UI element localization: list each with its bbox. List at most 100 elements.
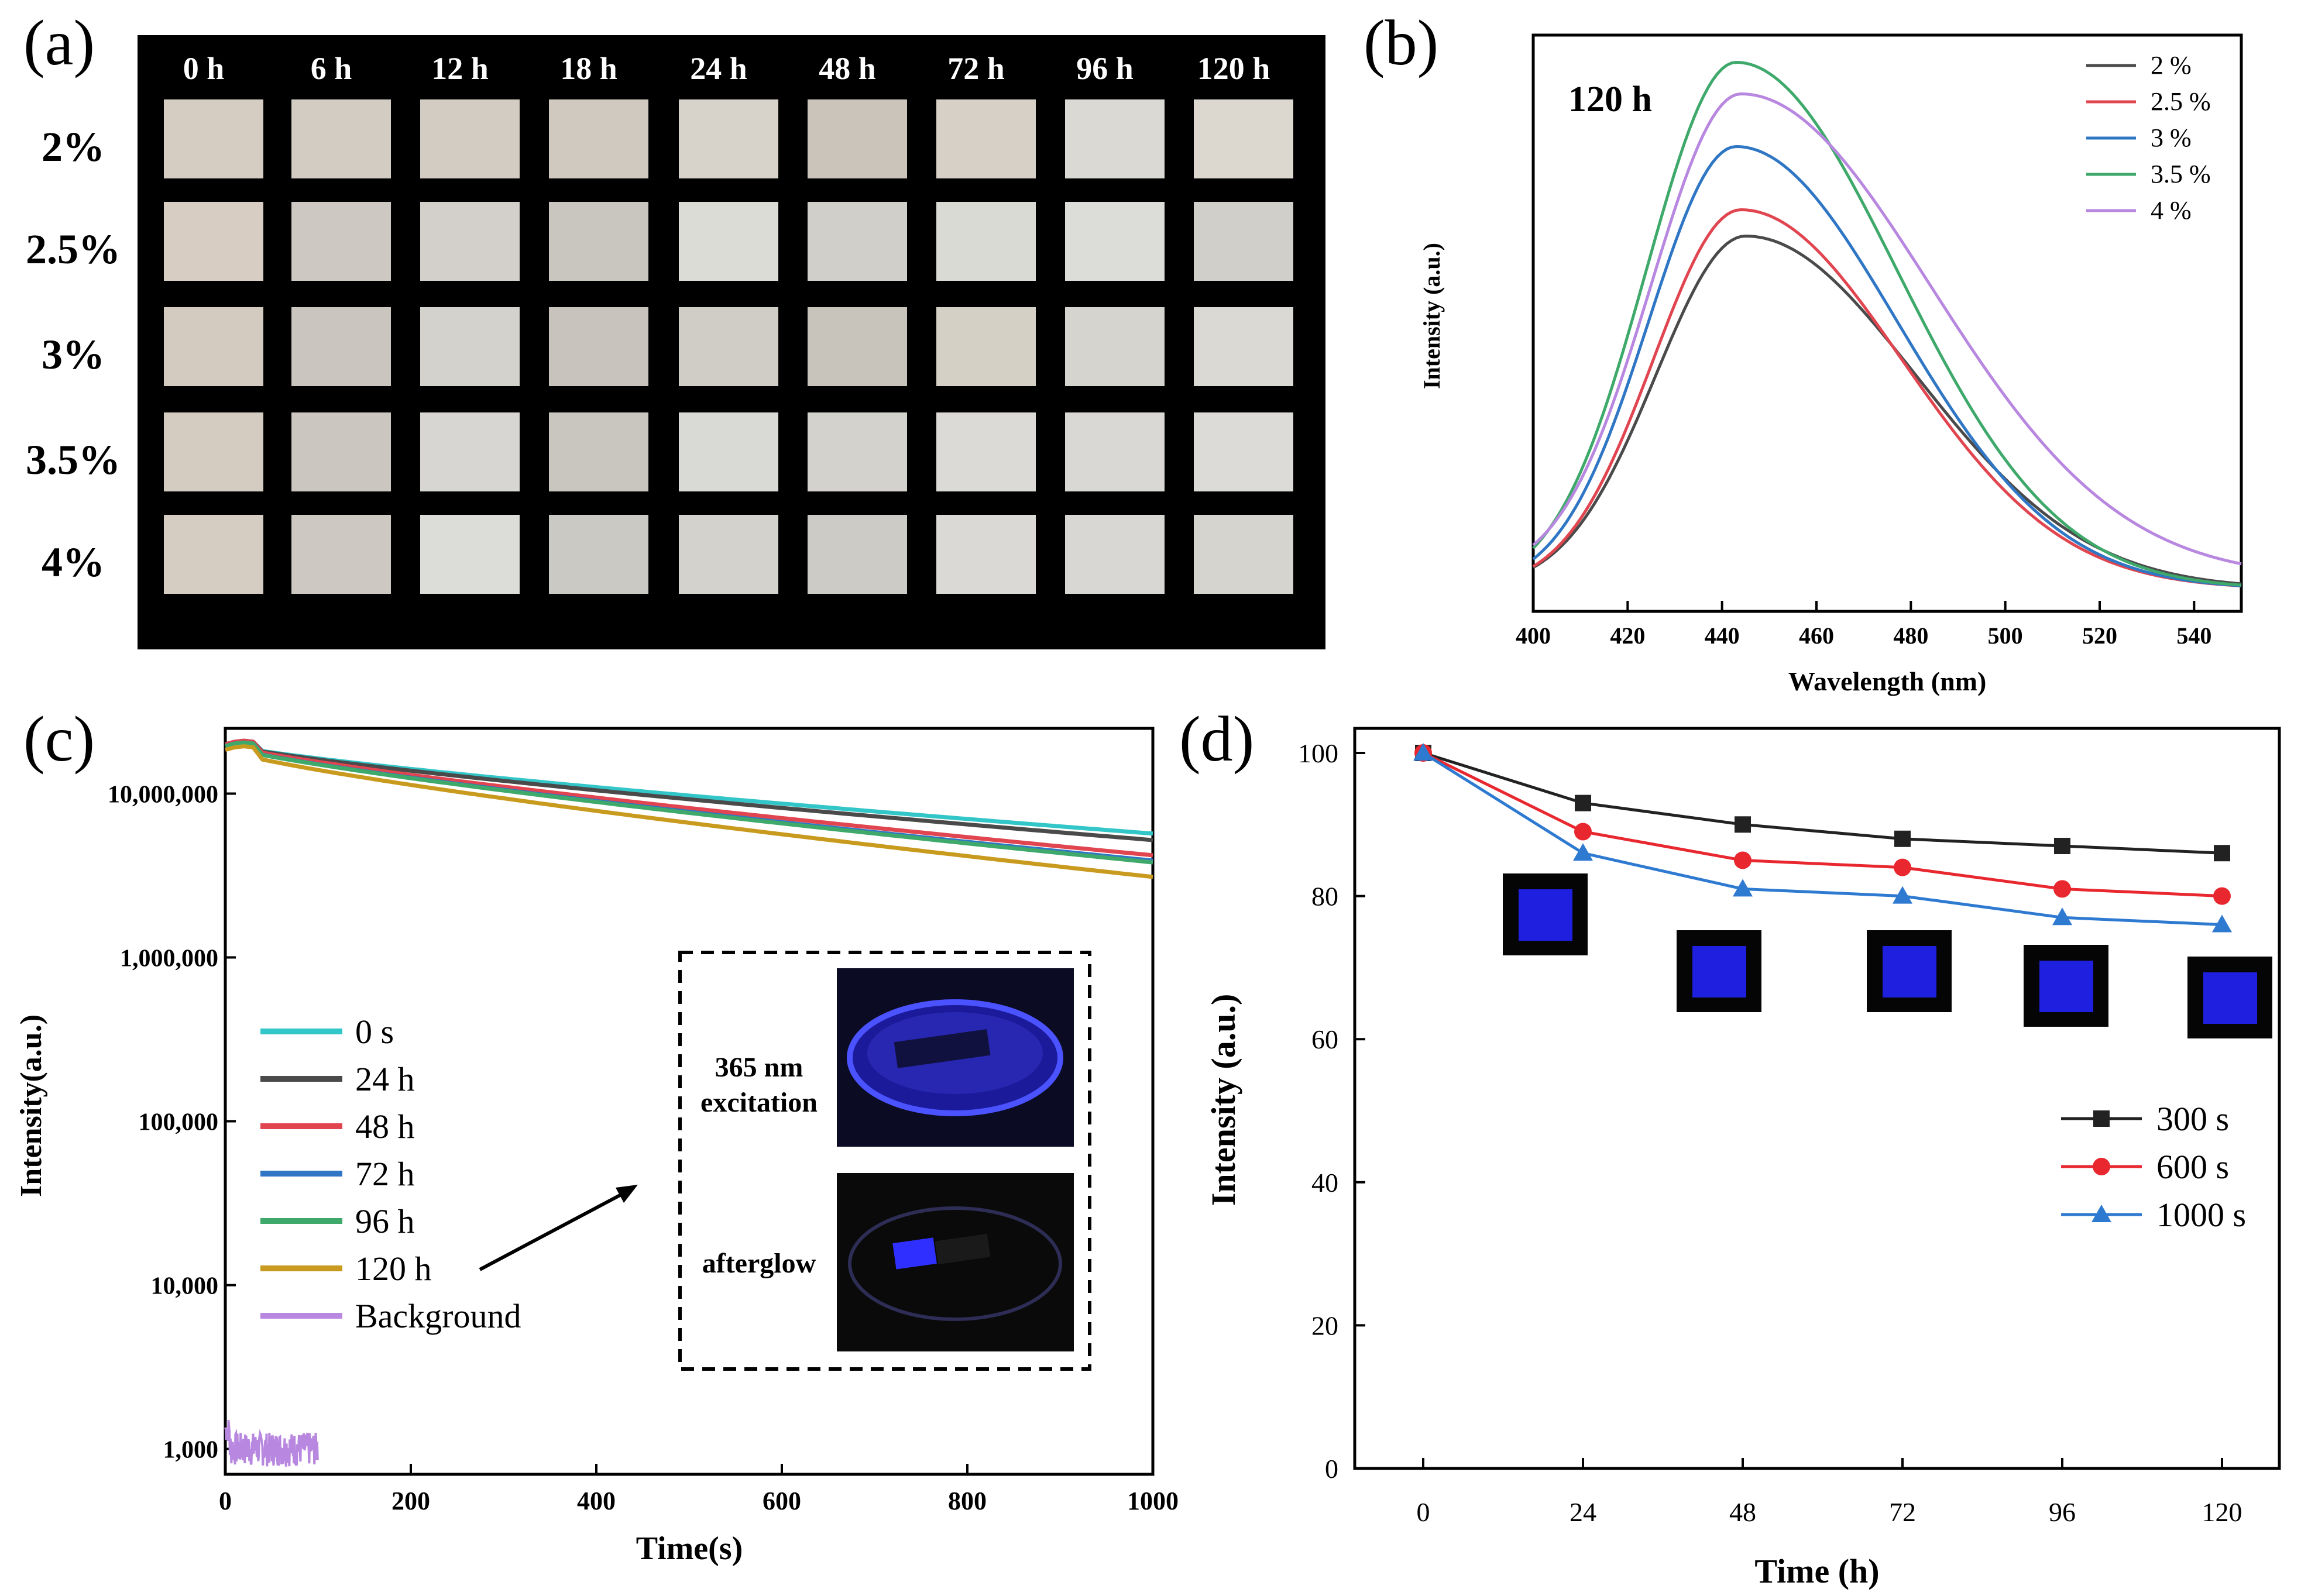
sample-photo-cell [420, 99, 520, 178]
x-tick-label: 200 [391, 1487, 430, 1515]
data-point-triangle [1573, 843, 1593, 861]
spectrum-line [1532, 208, 2242, 587]
sample-photo-cell [1194, 412, 1293, 491]
column-header: 24 h [690, 51, 747, 86]
data-point-square [1735, 816, 1751, 833]
column-header: 120 h [1197, 51, 1270, 86]
series-line [1422, 751, 2223, 926]
y-tick-label: 10,000 [151, 1273, 219, 1300]
legend-marker [2091, 1205, 2111, 1222]
x-tick-label: 120 [2202, 1497, 2242, 1527]
sample-image-blue [1883, 946, 1936, 998]
x-tick-label: 0 [219, 1487, 232, 1515]
column-header: 96 h [1076, 51, 1134, 86]
sample-photo-cell [936, 412, 1036, 491]
spectrum-line [1532, 145, 2242, 587]
data-point-square [1575, 794, 1591, 811]
sample-photo-cell [1065, 202, 1165, 281]
x-tick-label: 400 [577, 1487, 616, 1515]
sample-photo-cell [549, 202, 648, 281]
data-point-circle [1574, 823, 1592, 841]
row-header: 3% [42, 331, 105, 378]
column-header: 0 h [183, 51, 225, 86]
legend-label: 24 h [355, 1060, 415, 1098]
x-tick-label: 520 [2082, 622, 2117, 649]
pointer-arrowhead [616, 1185, 638, 1203]
data-point-circle [1894, 858, 1911, 876]
legend-label: 4 % [2151, 196, 2192, 225]
y-axis-label: Intensity(a.u.) [15, 1014, 48, 1197]
x-tick-label: 460 [1799, 622, 1834, 649]
legend-label: Background [355, 1297, 521, 1335]
x-tick-label: 0 [1417, 1497, 1430, 1527]
legend-label: 2.5 % [2151, 87, 2211, 116]
panel-label-c: (c) [23, 703, 95, 775]
x-tick-label: 540 [2176, 622, 2211, 649]
sample-photo-cell [679, 99, 778, 178]
sample-image-blue [2203, 972, 2257, 1024]
inset-photos: 365 nm excitation afterglow [678, 951, 1091, 1371]
sample-photo-cell [808, 412, 907, 491]
sample-image-blue [1519, 889, 1572, 941]
inset-label-365: 365 nm [715, 1052, 803, 1083]
y-tick-label: 1,000 [163, 1437, 219, 1464]
y-tick-label: 10,000,000 [108, 781, 218, 808]
sample-photo-cell [936, 307, 1036, 386]
sample-photo-cell [164, 515, 263, 594]
panel-d-intensity-retention: 0 24 48 72 96 120 0 20 40 60 80 100 300 s 600 s 1000 … [1204, 727, 2281, 1590]
legend-label: 3.5 % [2151, 160, 2211, 188]
series-line [1423, 751, 2223, 855]
sample-photo-cell [549, 515, 648, 594]
column-header: 48 h [819, 51, 876, 86]
sample-photo-cell [291, 307, 391, 386]
data-point-square [2054, 837, 2070, 854]
spectrum-line [1532, 92, 2242, 566]
legend-label: 96 h [355, 1202, 415, 1240]
y-tick-label: 80 [1311, 882, 1338, 911]
column-header: 18 h [560, 51, 617, 86]
sample-photo-cell [1065, 412, 1165, 491]
sample-photo-cell [808, 307, 907, 386]
y-tick-label: 0 [1325, 1454, 1338, 1484]
x-axis-label: Time (h) [1754, 1552, 1879, 1590]
sample-photo-cell [420, 307, 520, 386]
data-point-circle [2213, 887, 2231, 905]
background-noise-line [224, 1420, 320, 1467]
y-tick-label: 40 [1311, 1168, 1338, 1198]
x-tick-label: 48 [1729, 1497, 1756, 1527]
sample-photo-cell [549, 307, 648, 386]
sample-photo-cell [291, 515, 391, 594]
panel-label-d: (d) [1179, 703, 1254, 775]
sample-photo-cell [679, 307, 778, 386]
sample-strip [935, 1233, 991, 1265]
y-tick-label: 100 [1298, 738, 1338, 768]
sample-photo-cell [808, 202, 907, 281]
data-point-triangle [1893, 886, 1912, 904]
sample-photo-cell [164, 202, 263, 281]
x-axis-label: Wavelength (nm) [1788, 666, 1987, 696]
decay-line [225, 738, 1153, 842]
y-tick-label: 60 [1311, 1024, 1338, 1054]
panel-a-sample-grid: 0 h 6 h 12 h 18 h 24 h 48 h 72 h 96 h 120 h 2% 2.… [26, 35, 1325, 649]
sample-photo-cell [291, 99, 391, 178]
panel-label-b: (b) [1364, 7, 1438, 78]
y-tick-label: 100,000 [139, 1109, 219, 1136]
sample-photo-cell [291, 202, 391, 281]
sample-photo-cell [549, 412, 648, 491]
x-tick-label: 24 [1570, 1497, 1596, 1527]
series-line [1422, 751, 2223, 898]
sample-photo-cell [936, 202, 1036, 281]
legend-marker [2093, 1158, 2110, 1175]
column-header: 72 h [947, 51, 1005, 86]
decay-line [225, 744, 1153, 879]
row-header: 4% [42, 539, 105, 586]
sample-photo-cell [420, 202, 520, 281]
x-tick-label: 72 [1889, 1497, 1916, 1527]
sample-photo-cell [808, 515, 907, 594]
afterglow-sample [892, 1237, 937, 1270]
sample-photo-cell [1065, 307, 1165, 386]
sample-image-blue [2039, 961, 2093, 1012]
legend-label: 72 h [355, 1155, 415, 1193]
inset-label-afterglow: afterglow [702, 1248, 816, 1279]
